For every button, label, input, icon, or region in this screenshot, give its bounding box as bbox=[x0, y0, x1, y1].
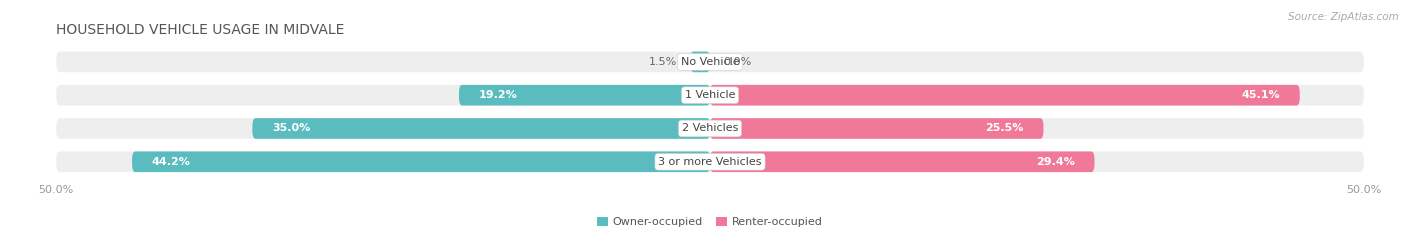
FancyBboxPatch shape bbox=[710, 85, 1299, 106]
FancyBboxPatch shape bbox=[56, 151, 1364, 172]
FancyBboxPatch shape bbox=[690, 51, 710, 72]
Text: 19.2%: 19.2% bbox=[478, 90, 517, 100]
Text: HOUSEHOLD VEHICLE USAGE IN MIDVALE: HOUSEHOLD VEHICLE USAGE IN MIDVALE bbox=[56, 23, 344, 37]
FancyBboxPatch shape bbox=[132, 151, 710, 172]
Text: 1 Vehicle: 1 Vehicle bbox=[685, 90, 735, 100]
FancyBboxPatch shape bbox=[458, 85, 710, 106]
Text: 2 Vehicles: 2 Vehicles bbox=[682, 123, 738, 134]
Text: 1.5%: 1.5% bbox=[650, 57, 678, 67]
Text: 0.0%: 0.0% bbox=[723, 57, 751, 67]
Text: 29.4%: 29.4% bbox=[1036, 157, 1074, 167]
Text: No Vehicle: No Vehicle bbox=[681, 57, 740, 67]
Text: 45.1%: 45.1% bbox=[1241, 90, 1279, 100]
FancyBboxPatch shape bbox=[56, 85, 1364, 106]
Text: Source: ZipAtlas.com: Source: ZipAtlas.com bbox=[1288, 12, 1399, 22]
Text: 35.0%: 35.0% bbox=[271, 123, 311, 134]
Text: 44.2%: 44.2% bbox=[152, 157, 191, 167]
FancyBboxPatch shape bbox=[253, 118, 710, 139]
FancyBboxPatch shape bbox=[710, 118, 1043, 139]
FancyBboxPatch shape bbox=[710, 151, 1094, 172]
Text: 25.5%: 25.5% bbox=[986, 123, 1024, 134]
FancyBboxPatch shape bbox=[56, 51, 1364, 72]
Text: 3 or more Vehicles: 3 or more Vehicles bbox=[658, 157, 762, 167]
Legend: Owner-occupied, Renter-occupied: Owner-occupied, Renter-occupied bbox=[593, 212, 827, 232]
FancyBboxPatch shape bbox=[56, 118, 1364, 139]
